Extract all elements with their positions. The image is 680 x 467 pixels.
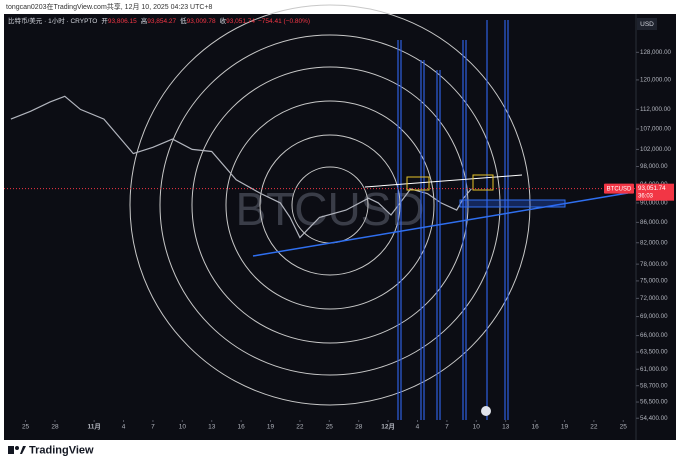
legend-item: 低 (180, 16, 187, 25)
circles (129, 4, 531, 406)
y-tick-label: 82,000.00 (640, 239, 668, 246)
x-tick-label: 10 (179, 424, 187, 431)
highlight-box (406, 176, 430, 191)
legend-item: 收 (220, 16, 227, 25)
y-tick-label: 56,500.00 (640, 399, 668, 406)
x-tick-label: 13 (502, 424, 510, 431)
countdown: 36:03 (638, 193, 654, 199)
y-tick-label: 72,000.00 (640, 295, 668, 302)
y-tick-label: 107,000.00 (640, 126, 672, 133)
currency-box (637, 18, 657, 30)
y-tick-label: 98,000.00 (640, 163, 668, 170)
x-tick-label: 25 (22, 424, 30, 431)
x-tick-label: 22 (590, 424, 598, 431)
x-tick-label: 22 (296, 424, 304, 431)
x-tick-label: 7 (151, 424, 155, 431)
y-tick-label: 102,000.00 (640, 146, 672, 153)
x-tick-label: 4 (416, 424, 420, 431)
y-tick-label: 78,000.00 (640, 261, 668, 268)
legend-item: 开 (101, 17, 108, 25)
y-tick-label: 86,000.00 (640, 219, 668, 226)
resistance-line (364, 174, 523, 188)
price-tag-bg (636, 183, 674, 201)
legend-item: 93,854.27 (147, 18, 176, 25)
y-tick-label: 120,000.00 (640, 77, 672, 84)
x-tick-label: 25 (326, 424, 334, 431)
x-tick-label: 12月 (381, 423, 395, 431)
caption: tongcan0203在TradingView.com共享, 12月 10, 2… (6, 2, 213, 11)
x-tick-label: 28 (355, 424, 363, 431)
plot (10, 95, 472, 239)
brand: TradingView (29, 444, 94, 456)
y-tick-label: 75,000.00 (640, 278, 668, 285)
y-tick-label: 54,400.00 (640, 415, 668, 422)
y-tick-label: 90,000.00 (640, 200, 668, 207)
x-tick-label: 25 (620, 424, 628, 431)
x-tick-label: 4 (122, 424, 126, 431)
price-tag: 93,051.74 (638, 185, 666, 192)
x-tick-label: 16 (238, 424, 246, 431)
y-tick-label: 128,000.00 (640, 49, 672, 56)
y-tick-label: 69,000.00 (640, 313, 668, 320)
event-icon (481, 406, 491, 416)
y-tick-label: 112,000.00 (640, 106, 671, 113)
y-tick-label: 61,000.00 (640, 366, 668, 373)
legend-item: 高 (141, 16, 148, 25)
y-tick-label: 66,000.00 (640, 332, 668, 339)
legend-item: −754.41 (−0.80%) (258, 18, 310, 25)
legend-header: 比特币/美元 · 1小时 · CRYPTO 开93,806.15 高93,854.2… (8, 16, 310, 25)
footer: TradingView (8, 444, 94, 456)
x-tick-label: 19 (561, 424, 569, 431)
y-tick-label: 63,500.00 (640, 349, 668, 356)
vertical-lines (397, 20, 509, 420)
watermark: BTCUSD (235, 183, 424, 235)
x-tick-label: 16 (531, 424, 539, 431)
x-tick-label: 19 (267, 424, 275, 431)
legend-item: 93,009.78 (187, 18, 216, 25)
symbol-tag-bg (604, 183, 634, 194)
symbol-tag: BTCUSD (607, 186, 632, 192)
legend-item: 93,806.15 (108, 18, 137, 25)
legend-item: 93,051.74 (226, 18, 255, 25)
x-tick-label: 11月 (87, 423, 100, 431)
legend-item: 比特币/美元 · 1小时 · CRYPTO (8, 16, 97, 25)
x-tick-label: 13 (208, 424, 216, 431)
range-box (459, 199, 566, 208)
x-tick-label: 10 (473, 424, 481, 431)
price-line (10, 95, 472, 239)
chart-panel (4, 14, 676, 440)
highlight-box (472, 174, 494, 191)
x-tick-label: 7 (445, 424, 449, 431)
x-tick-label: 28 (51, 424, 59, 431)
currency: USD (640, 21, 654, 28)
y-tick-label: 58,700.00 (640, 382, 668, 389)
